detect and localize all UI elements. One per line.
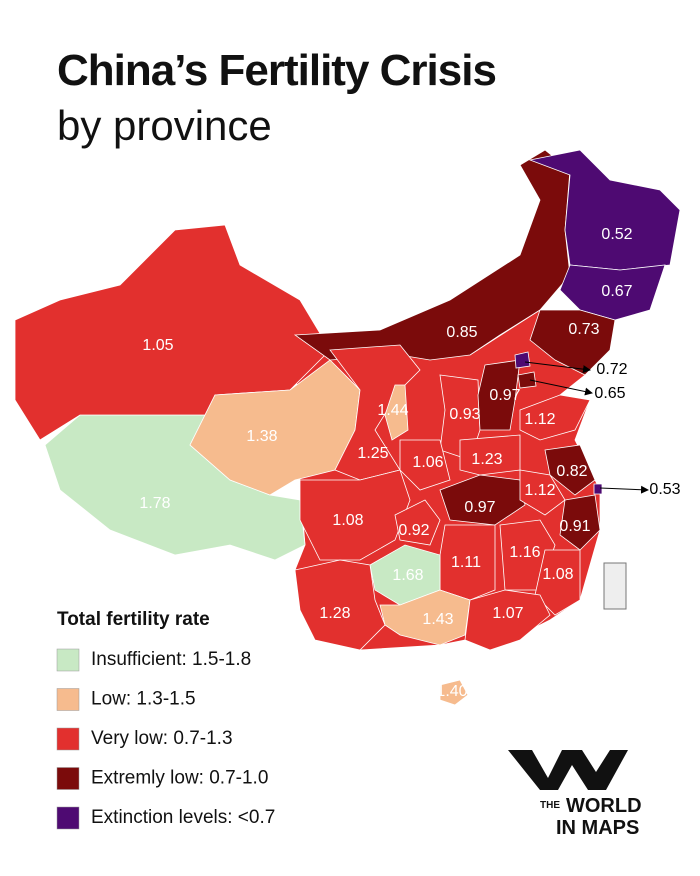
province	[439, 474, 526, 526]
province	[519, 394, 591, 441]
province-value: 1.07	[492, 605, 523, 622]
province	[464, 589, 551, 651]
legend-label: Low: 1.3-1.5	[91, 689, 196, 710]
province	[519, 469, 566, 516]
province	[529, 309, 616, 376]
province	[459, 434, 521, 476]
legend-label: Very low: 0.7-1.3	[91, 728, 233, 749]
province	[559, 494, 601, 551]
province-value: 1.38	[246, 428, 277, 445]
province-value: 0.97	[489, 387, 520, 404]
province-value: 1.08	[542, 566, 573, 583]
logo-text: WORLD	[566, 795, 642, 817]
logo: THE WORLD IN MAPS	[508, 750, 642, 839]
province-value: 0.73	[568, 321, 599, 338]
province-value: 0.53	[649, 481, 680, 498]
legend-swatch	[56, 727, 80, 751]
map	[14, 149, 681, 706]
arrow	[524, 361, 591, 374]
legend-label: Extremly low: 0.7-1.0	[91, 768, 268, 789]
province	[528, 149, 681, 271]
province-value: 1.11	[451, 554, 481, 571]
legend-label: Extinction levels: <0.7	[91, 807, 275, 828]
province-value: 1.78	[139, 495, 170, 512]
province-value: 0.92	[398, 522, 429, 539]
taiwan	[603, 562, 627, 610]
province	[394, 499, 441, 546]
legend-swatch	[56, 648, 80, 672]
province	[399, 439, 451, 491]
province-value: 1.43	[422, 611, 453, 628]
legend-swatch	[56, 806, 80, 830]
province	[514, 351, 531, 369]
arrow	[599, 485, 649, 494]
legend-title: Total fertility rate	[57, 609, 210, 630]
province	[593, 483, 603, 495]
province-value: 0.97	[464, 499, 495, 516]
title: China’s Fertility Crisis	[57, 46, 496, 95]
province	[384, 384, 409, 441]
legend: Insufficient: 1.5-1.8 Low: 1.3-1.5 Very lo…	[56, 648, 275, 830]
province-value: 1.12	[524, 411, 555, 428]
logo-text: IN MAPS	[556, 817, 639, 839]
legend-label: Insufficient: 1.5-1.8	[91, 649, 251, 670]
province	[517, 371, 537, 389]
province	[544, 444, 596, 496]
province-value: 1.06	[412, 454, 443, 471]
province	[559, 264, 666, 321]
logo-text: THE	[540, 800, 560, 811]
province-value: 0.52	[601, 226, 632, 243]
province-value: 1.05	[142, 337, 173, 354]
province-value: 0.65	[594, 385, 625, 402]
arrow	[529, 379, 593, 396]
province-value: 1.16	[509, 544, 540, 561]
province-value: 0.67	[601, 283, 632, 300]
province-value: 0.72	[596, 361, 627, 378]
province-value: 1.08	[332, 512, 363, 529]
province	[299, 469, 411, 561]
province-value: 1.44	[377, 402, 408, 419]
province-value: 1.68	[392, 567, 423, 584]
province-value: 1.23	[471, 451, 502, 468]
province-value: 0.93	[449, 406, 480, 423]
province-value: 0.85	[446, 324, 477, 341]
province-value: 0.82	[556, 463, 587, 480]
province-value: 1.40	[436, 683, 467, 700]
province-value: 1.12	[524, 482, 555, 499]
province-value: 1.28	[319, 605, 350, 622]
province	[534, 549, 581, 616]
legend-swatch	[56, 767, 80, 790]
province-value: 0.91	[559, 518, 590, 535]
legend-swatch	[56, 688, 80, 711]
province-value: 1.25	[357, 445, 388, 462]
subtitle: by province	[57, 102, 272, 149]
province	[439, 679, 469, 706]
province	[379, 589, 471, 646]
